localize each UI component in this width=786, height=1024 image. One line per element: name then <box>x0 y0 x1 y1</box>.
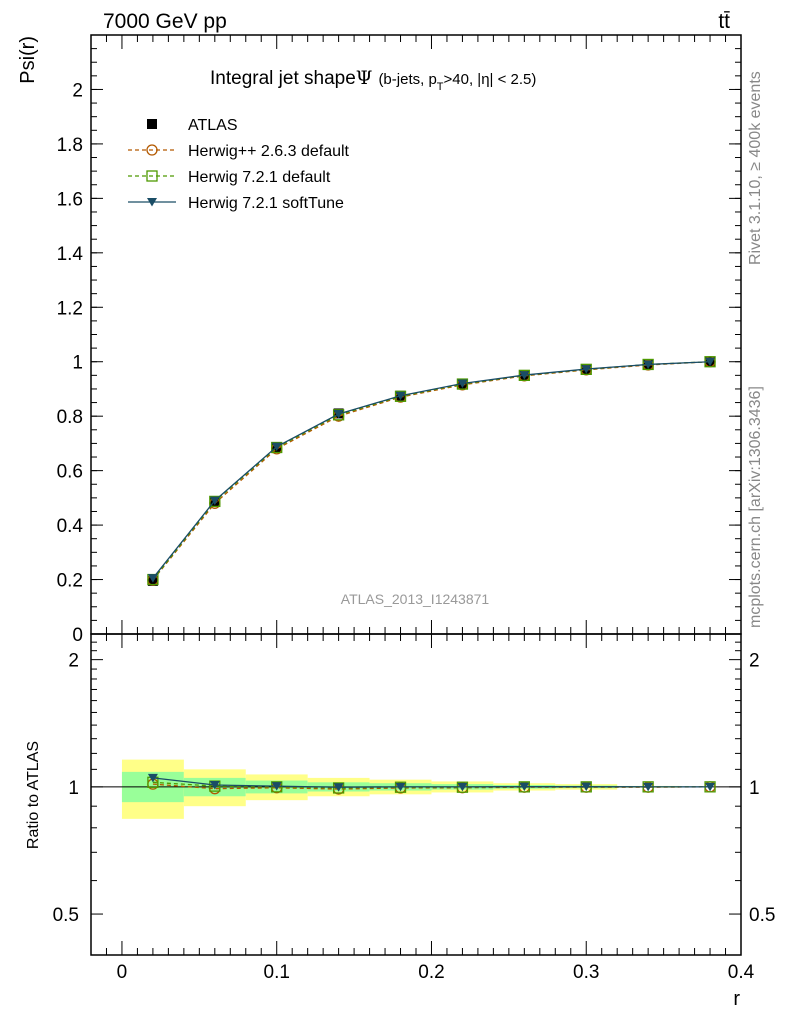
analysis-watermark: ATLAS_2013_I1243871 <box>341 591 490 607</box>
data-point-herwig-7-2-1-softtune <box>457 379 468 389</box>
legend-marker-herwig-2-6-3-default <box>146 144 158 156</box>
ratio-y-tick-label: 2 <box>68 651 79 672</box>
main-title-symbol: Ψ <box>356 67 373 89</box>
data-point-herwig-7-2-1-softtune <box>643 782 654 792</box>
series-line-herwig-2-6-3-default <box>152 361 711 581</box>
legend-entry-herwig-2-6-3-default: Herwig++ 2.6.3 default <box>128 143 350 160</box>
y-tick-label: 2 <box>72 80 83 101</box>
legend-label-herwig-7-2-1-softtune: Herwig 7.2.1 softTune <box>188 195 344 212</box>
legend-label-herwig-2-6-3-default: Herwig++ 2.6.3 default <box>188 143 350 160</box>
y-tick-label: 0.6 <box>57 462 83 483</box>
data-point-herwig-7-2-1-softtune <box>519 782 530 792</box>
series-atlas <box>147 356 716 586</box>
y-tick-label: 1.4 <box>57 244 84 265</box>
ratio-panel: 0 0.1 0.2 0.3 0.4 0.5 0.5 1 1 2 2 <box>53 35 775 983</box>
data-point-herwig-7-2-1-default <box>209 495 221 508</box>
legend-entry-atlas: ATLAS <box>147 117 238 134</box>
legend-entry-herwig-7-2-1-default: Herwig 7.2.1 default <box>128 169 331 186</box>
data-point-herwig-7-2-1-softtune <box>333 410 344 419</box>
x-tick-label: 0.3 <box>573 962 599 983</box>
main-title: Integral jet shapeΨ (b-jets, pT>40, |η| <… <box>210 67 536 93</box>
data-point-herwig-7-2-1-softtune <box>147 574 158 583</box>
x-tick-label: 0.1 <box>264 962 290 983</box>
series-herwig-7-2-1-softtune <box>147 357 716 583</box>
legend: ATLAS Herwig++ 2.6.3 default Herwig 7.2.1 … <box>128 117 350 212</box>
legend-label-atlas: ATLAS <box>188 117 238 134</box>
series-herwig-2-6-3-default <box>147 356 716 586</box>
series-line-herwig-7-2-1-softtune <box>152 777 711 788</box>
ratio-y-tick-label-right: 1 <box>749 778 760 799</box>
ratio-y-tick-label-right: 0.5 <box>749 905 775 926</box>
legend-entry-herwig-7-2-1-softtune: Herwig 7.2.1 softTune <box>128 195 344 212</box>
mcplots-side-label: mcplots.cern.ch [arXiv:1306.3436] <box>747 386 764 628</box>
data-point-herwig-7-2-1-softtune <box>519 371 530 380</box>
y-tick-label: 1.6 <box>57 189 83 210</box>
y-tick-label: 0 <box>72 625 83 646</box>
ratio-y-tick-label-right: 2 <box>749 651 760 672</box>
ratio-y-tick-label: 0.5 <box>53 905 79 926</box>
series-line-herwig-7-2-1-softtune <box>152 361 711 579</box>
data-point-herwig-7-2-1-default <box>394 390 407 402</box>
data-point-herwig-7-2-1-softtune <box>147 773 158 783</box>
data-point-herwig-7-2-1-softtune <box>209 781 220 790</box>
y-tick-label: 1 <box>72 353 83 374</box>
main-ylabel: Psi(r) <box>17 36 39 84</box>
main-subtitle-suffix: >40, |η| < 2.5) <box>444 71 537 88</box>
xaxis-label: r <box>733 988 740 1010</box>
data-point-herwig-7-2-1-default <box>332 409 345 421</box>
main-subtitle-sub: T <box>437 81 444 93</box>
y-tick-label: 0.8 <box>57 407 83 428</box>
legend-marker-herwig-7-2-1-softtune <box>147 198 157 207</box>
rivet-side-label: Rivet 3.1.10, ≥ 400k events <box>747 71 764 265</box>
data-point-herwig-7-2-1-softtune <box>271 442 282 452</box>
data-point-herwig-7-2-1-softtune <box>705 782 716 792</box>
y-tick-label: 0.4 <box>57 516 84 537</box>
energy-label: 7000 GeV pp <box>103 10 227 33</box>
series-herwig-7-2-1-softtune <box>147 773 716 792</box>
x-tick-label: 0.4 <box>728 962 755 983</box>
data-point-herwig-7-2-1-softtune <box>395 782 406 792</box>
main-title-text: Integral jet shape <box>210 68 356 89</box>
y-tick-label: 1.2 <box>57 298 83 319</box>
data-point-herwig-7-2-1-softtune <box>643 360 654 369</box>
data-point-herwig-7-2-1-default <box>332 782 345 794</box>
y-tick-label: 1.8 <box>57 135 83 156</box>
main-subtitle-prefix: (b-jets, p <box>378 71 436 88</box>
legend-label-herwig-7-2-1-default: Herwig 7.2.1 default <box>188 169 331 186</box>
data-point-herwig-7-2-1-softtune <box>581 365 592 374</box>
x-tick-label: 0 <box>117 962 128 983</box>
ratio-y-tick-label: 1 <box>68 778 79 799</box>
series-line-herwig-7-2-1-default <box>152 361 711 580</box>
data-point-herwig-7-2-1-softtune <box>209 496 220 506</box>
x-tick-label: 0.2 <box>418 962 444 983</box>
data-point-herwig-7-2-1-default <box>271 441 283 454</box>
data-point-herwig-7-2-1-softtune <box>271 782 282 791</box>
data-point-herwig-7-2-1-softtune <box>581 782 592 792</box>
data-point-herwig-7-2-1-softtune <box>333 783 344 792</box>
ratio-ylabel: Ratio to ATLAS <box>25 741 42 849</box>
process-label: tt̄ <box>718 10 730 33</box>
data-point-herwig-7-2-1-softtune <box>395 391 406 401</box>
legend-marker-atlas <box>147 119 157 129</box>
data-point-herwig-7-2-1-softtune <box>705 357 716 367</box>
data-point-herwig-7-2-1-softtune <box>457 782 468 792</box>
y-tick-label: 0.2 <box>57 571 83 592</box>
series-herwig-7-2-1-default <box>147 356 716 586</box>
main-panel: 0 0.2 0.4 0.6 0.8 1 1.2 1.4 1.6 1.8 2 <box>57 34 742 646</box>
legend-marker-herwig-7-2-1-default <box>146 170 158 182</box>
